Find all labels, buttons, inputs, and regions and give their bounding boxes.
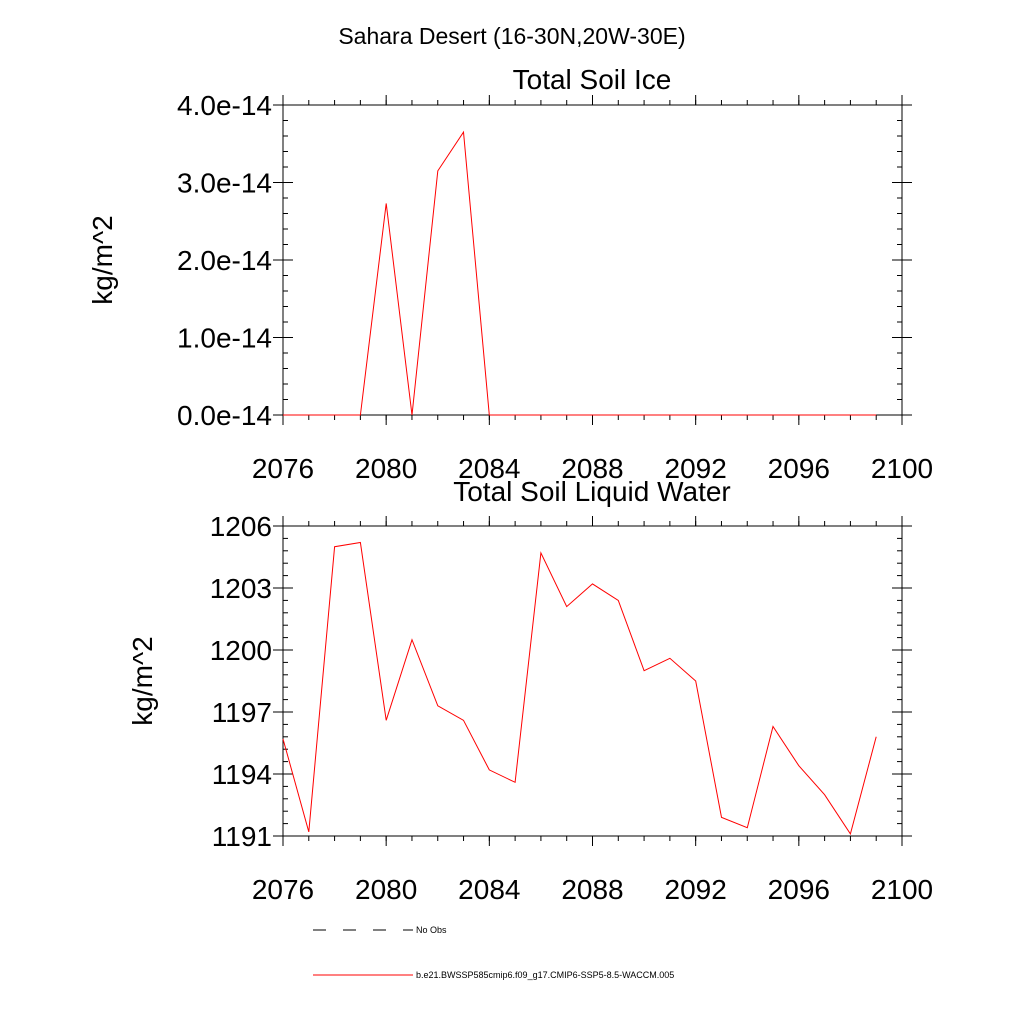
- x-tick-label: 2096: [768, 874, 830, 905]
- chart-soil-liquid-water: Total Soil Liquid Water kg/m^2 119111941…: [127, 476, 933, 905]
- y-tick-labels: 1191 1194 1197 1200 1203 1206: [210, 511, 272, 852]
- y-tick-label: 1197: [212, 697, 272, 728]
- x-tick-label: 2100: [871, 453, 933, 484]
- y-tick-label: 1206: [210, 511, 272, 542]
- x-tick-label: 2076: [252, 874, 314, 905]
- y-tick-label: 3.0e-14: [177, 168, 272, 199]
- x-tick-label: 2080: [355, 453, 417, 484]
- x-tick-labels: 2076 2080 2084 2088 2092 2096 2100: [252, 453, 933, 484]
- chart-soil-ice: Total Soil Ice kg/m^2 0.0e-14 1.0e-14 2.0e…: [87, 64, 933, 484]
- x-tick-label: 2096: [768, 453, 830, 484]
- series-line: [282, 541, 877, 836]
- x-tick-label: 2080: [355, 874, 417, 905]
- x-tick-label: 2084: [458, 453, 520, 484]
- y-tick-label: 2.0e-14: [177, 245, 272, 276]
- x-tick-label: 2100: [871, 874, 933, 905]
- y-tick-label: 4.0e-14: [177, 90, 272, 121]
- y-tick-labels: 0.0e-14 1.0e-14 2.0e-14 3.0e-14 4.0e-14: [177, 90, 272, 431]
- y-tick-label: 1203: [210, 573, 272, 604]
- x-tick-labels: 2076 2080 2084 2088 2092 2096 2100: [252, 874, 933, 905]
- y-tick-label: 1194: [212, 759, 272, 790]
- x-tick-label: 2092: [665, 874, 727, 905]
- tick-group: [273, 516, 912, 846]
- x-tick-label: 2088: [561, 874, 623, 905]
- plot-frame: [282, 104, 903, 416]
- y-tick-label: 0.0e-14: [177, 400, 272, 431]
- series-group: [282, 541, 877, 836]
- y-axis-label: kg/m^2: [127, 636, 158, 725]
- x-tick-label: 2076: [252, 453, 314, 484]
- y-tick-label: 1191: [212, 821, 272, 852]
- x-tick-label: 2092: [665, 453, 727, 484]
- x-tick-label: 2084: [458, 874, 520, 905]
- tick-group: [273, 95, 912, 425]
- legend-model-label: b.e21.BWSSP585cmip6.f09_g17.CMIP6-SSP5-8…: [416, 970, 674, 980]
- plot-frame: [282, 525, 903, 837]
- y-tick-label: 1200: [210, 635, 272, 666]
- chart-title: Total Soil Ice: [513, 64, 672, 95]
- chart-title: Total Soil Liquid Water: [453, 476, 731, 507]
- x-tick-label: 2088: [561, 453, 623, 484]
- legend: No Obs b.e21.BWSSP585cmip6.f09_g17.CMIP6…: [313, 925, 674, 980]
- y-axis-label: kg/m^2: [87, 215, 118, 304]
- y-tick-label: 1.0e-14: [177, 323, 272, 354]
- series-group: [282, 130, 877, 416]
- series-line: [283, 130, 877, 416]
- page-title: Sahara Desert (16-30N,20W-30E): [338, 23, 685, 49]
- legend-obs-label: No Obs: [416, 925, 447, 935]
